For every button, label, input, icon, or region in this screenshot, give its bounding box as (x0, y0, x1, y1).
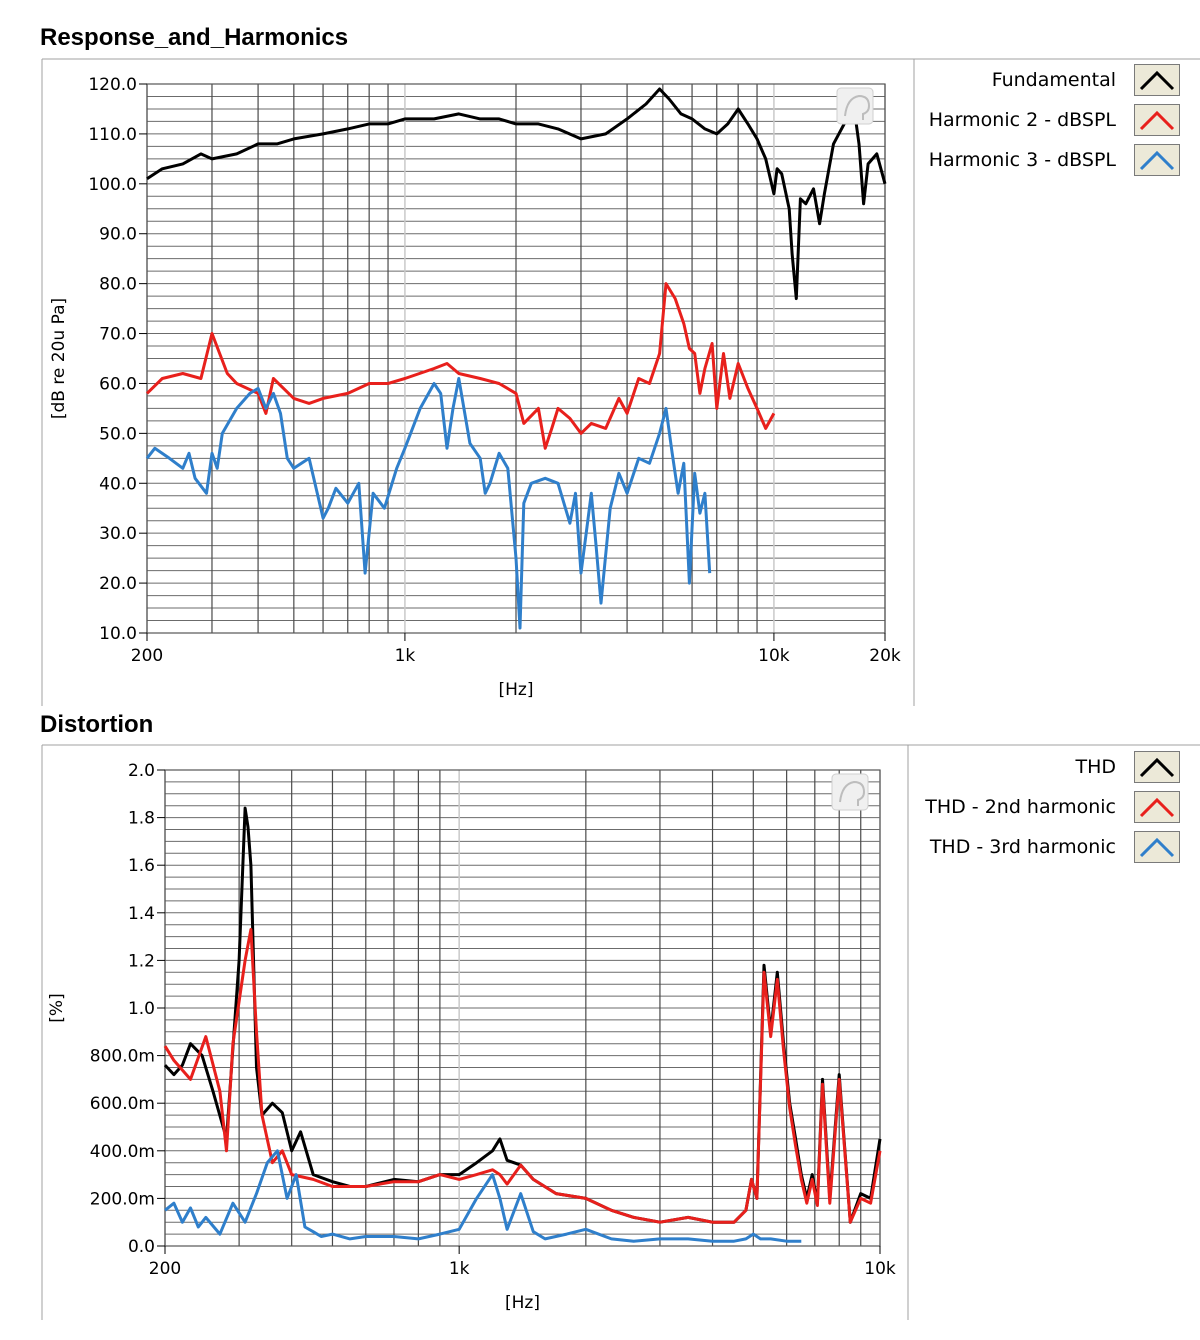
x-tick-label: 10k (758, 646, 790, 666)
legend-label: THD - 3rd harmonic (929, 836, 1116, 858)
series-line-3 (164, 1149, 802, 1243)
response-harmonics-chart: 120.0 110.0 100.0 90.0 80.0 70.0 60.0 50.0 40.0 3… (41, 58, 1200, 706)
legend-swatch-black (1134, 64, 1180, 96)
y-tick-label: 400.0m (90, 1142, 155, 1162)
y-tick-label: 0.0 (128, 1237, 155, 1257)
legend-item-harmonic2: Harmonic 2 - dBSPL (929, 104, 1180, 136)
graph-tools-icon[interactable] (836, 87, 874, 125)
y-axis-label: [%] (47, 993, 67, 1022)
legend-swatch-red (1134, 104, 1180, 136)
x-tick-label: 20k (869, 646, 901, 666)
y-tick-label: 40.0 (99, 474, 137, 494)
x-tick-label: 10k (864, 1259, 896, 1279)
series-line-3 (145, 377, 712, 630)
legend-label: Harmonic 2 - dBSPL (928, 109, 1116, 131)
x-tick-label: 1k (395, 646, 416, 666)
legend-item-thd-2nd: THD - 2nd harmonic (925, 791, 1180, 823)
y-tick-label: 90.0 (99, 225, 137, 245)
legend-label: Fundamental (991, 69, 1116, 91)
y-tick-label: 120.0 (88, 75, 137, 95)
y-tick-label: 1.2 (128, 951, 155, 971)
y-tick-label: 200.0m (90, 1189, 155, 1209)
y-tick-label: 20.0 (99, 574, 137, 594)
y-tick-label: 1.4 (128, 904, 155, 924)
y-tick-label: 70.0 (99, 325, 137, 345)
x-axis-label: [Hz] (499, 680, 534, 700)
series-line-2 (163, 928, 882, 1224)
legend-item-harmonic3: Harmonic 3 - dBSPL (929, 144, 1180, 176)
distortion-chart: 2.0 1.8 1.6 1.4 1.2 1.0 800.0m 600.0m 400.0m 200.… (41, 744, 1200, 1320)
legend-item-thd-3rd: THD - 3rd harmonic (930, 831, 1180, 863)
y-tick-label: 60.0 (99, 374, 137, 394)
legend-label: Harmonic 3 - dBSPL (928, 149, 1116, 171)
y-tick-label: 50.0 (99, 424, 137, 444)
legend-swatch-red (1134, 791, 1180, 823)
series-line-2 (145, 282, 776, 450)
legend-item-thd: THD (1075, 751, 1180, 783)
y-axis-label: [dB re 20u Pa] (49, 298, 69, 419)
y-tick-label: 1.6 (128, 856, 155, 876)
legend-item-fundamental: Fundamental (992, 64, 1180, 96)
y-tick-label: 2.0 (128, 761, 155, 781)
x-axis-label: [Hz] (505, 1293, 540, 1313)
y-tick-label: 10.0 (99, 624, 137, 644)
y-tick-label: 110.0 (88, 125, 137, 145)
legend-swatch-blue (1134, 831, 1180, 863)
graph-tools-icon[interactable] (831, 773, 869, 811)
x-tick-label: 200 (149, 1259, 181, 1279)
x-tick-label: 1k (449, 1259, 470, 1279)
chart-title-response: Response_and_Harmonics (40, 24, 349, 51)
x-tick-label: 200 (131, 646, 163, 666)
y-tick-label: 80.0 (99, 275, 137, 295)
y-tick-label: 100.0 (88, 175, 137, 195)
legend-label: THD - 2nd harmonic (925, 796, 1116, 818)
y-tick-label: 30.0 (99, 524, 137, 544)
y-tick-label: 1.8 (128, 809, 155, 829)
y-tick-label: 800.0m (90, 1047, 155, 1067)
plot-border (146, 83, 886, 634)
legend-swatch-blue (1134, 144, 1180, 176)
legend-swatch-black (1134, 751, 1180, 783)
chart-title-distortion: Distortion (40, 711, 154, 738)
legend-label: THD (1075, 756, 1116, 778)
y-tick-label: 600.0m (90, 1094, 155, 1114)
y-tick-label: 1.0 (128, 999, 155, 1019)
series-line-1 (146, 87, 887, 301)
